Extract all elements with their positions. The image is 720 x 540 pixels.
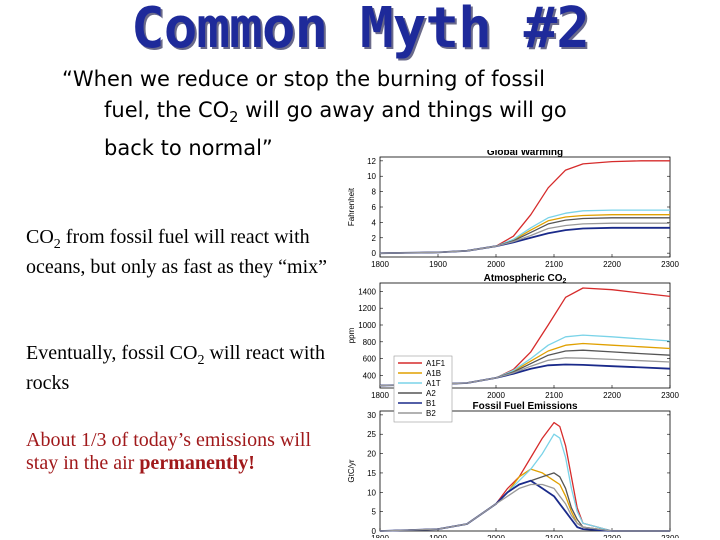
y-tick-label: 2 [372, 234, 377, 243]
y-tick-label: 1400 [358, 287, 376, 296]
x-tick-label: 1800 [371, 391, 389, 400]
y-tick-label: 8 [372, 188, 377, 197]
y-tick-label: 10 [367, 488, 376, 497]
x-tick-label: 1800 [371, 260, 389, 269]
point-rocks-part-b: will react with rocks [26, 342, 325, 394]
quote-line-2-part-b: will go away and things will go [238, 98, 567, 122]
point-oceans-part-a: CO [26, 226, 54, 248]
series-line-b2 [379, 222, 670, 254]
plot-frame-3 [379, 410, 671, 532]
y-tick-label: 0 [372, 249, 377, 258]
y-tick-label: 30 [367, 411, 376, 420]
point-rocks-subscript: 2 [197, 353, 205, 368]
x-tick-label: 2100 [545, 391, 563, 400]
y-axis-label-1: Fahrenheit [347, 187, 356, 226]
y-tick-label: 1200 [358, 304, 376, 313]
y-tick-label: 12 [367, 157, 376, 166]
x-tick-label: 2200 [603, 391, 621, 400]
quote-line-2-subscript: 2 [229, 109, 239, 127]
quote-line-2: fuel, the CO2 will go away and things wi… [62, 95, 682, 133]
point-oceans-part-b: from fossil fuel will react with oceans,… [26, 226, 328, 278]
x-tick-label: 1900 [429, 534, 447, 538]
y-tick-label: 600 [363, 355, 377, 364]
quote-line-2-part-a: fuel, the CO [104, 98, 230, 122]
quote-line-3: back to normal” [104, 136, 273, 161]
x-tick-label: 2000 [487, 260, 505, 269]
point-permanent-text: About 1/3 of today’s emissions will stay… [26, 429, 311, 474]
legend-label-a2: A2 [426, 389, 436, 398]
point-oceans: CO2 from fossil fuel will react with oce… [26, 226, 336, 279]
series-line-b2 [379, 357, 671, 387]
chart-title-1: Global Warming [487, 150, 563, 158]
y-tick-label: 1000 [358, 321, 376, 330]
x-tick-label: 2300 [661, 260, 679, 269]
y-tick-label: 800 [363, 338, 377, 347]
chart-title-subscript: 2 [563, 278, 567, 285]
x-tick-label: 2100 [545, 534, 563, 538]
y-tick-label: 15 [367, 469, 376, 478]
quote-line-1: “When we reduce or stop the burning of f… [62, 67, 545, 91]
y-tick-label: 5 [372, 508, 377, 517]
x-tick-label: 2000 [487, 534, 505, 538]
x-tick-label: 2000 [487, 391, 505, 400]
point-oceans-subscript: 2 [53, 237, 61, 252]
slide-title: Common Myth #2 [130, 0, 590, 61]
myth-quote: “When we reduce or stop the burning of f… [62, 64, 682, 164]
y-tick-label: 6 [372, 203, 377, 212]
y-tick-label: 4 [372, 218, 377, 227]
plot-frame-1 [379, 156, 671, 258]
y-tick-label: 25 [367, 430, 376, 439]
y-tick-label: 10 [367, 172, 376, 181]
point-rocks: Eventually, fossil CO2 will react with r… [26, 342, 336, 395]
legend-label-a1t: A1T [426, 379, 441, 388]
y-tick-label: 400 [363, 371, 377, 380]
x-tick-label: 2100 [545, 260, 563, 269]
x-tick-label: 1800 [371, 534, 389, 538]
climate-charts: Global Warming Fahrenheit 0 2 4 6 8 10 12 1800 190… [347, 150, 679, 538]
legend-label-a1f1: A1F1 [426, 359, 446, 368]
x-tick-label: 1900 [429, 260, 447, 269]
x-tick-label: 2300 [661, 534, 679, 538]
legend-box [393, 355, 453, 423]
legend-label-a1b: A1B [426, 369, 441, 378]
y-tick-label: 20 [367, 450, 376, 459]
chart-title-2: Atmospheric CO2 [484, 273, 567, 285]
y-axis-label-2: ppm [347, 327, 356, 343]
x-tick-label: 2200 [603, 534, 621, 538]
series-line-b2 [379, 483, 670, 532]
point-permanent-emphasis: permanently! [139, 452, 255, 474]
point-permanent: About 1/3 of today’s emissions will stay… [26, 429, 336, 475]
legend-label-b1: B1 [426, 399, 436, 408]
point-rocks-part-a: Eventually, fossil CO [26, 342, 198, 364]
x-tick-label: 2200 [603, 260, 621, 269]
chart-title-3: Fossil Fuel Emissions [472, 401, 577, 412]
y-axis-label-3: GtC/yr [347, 459, 356, 482]
x-tick-label: 2300 [661, 391, 679, 400]
legend-label-b2: B2 [426, 409, 436, 418]
y-tick-label: 0 [372, 527, 377, 536]
